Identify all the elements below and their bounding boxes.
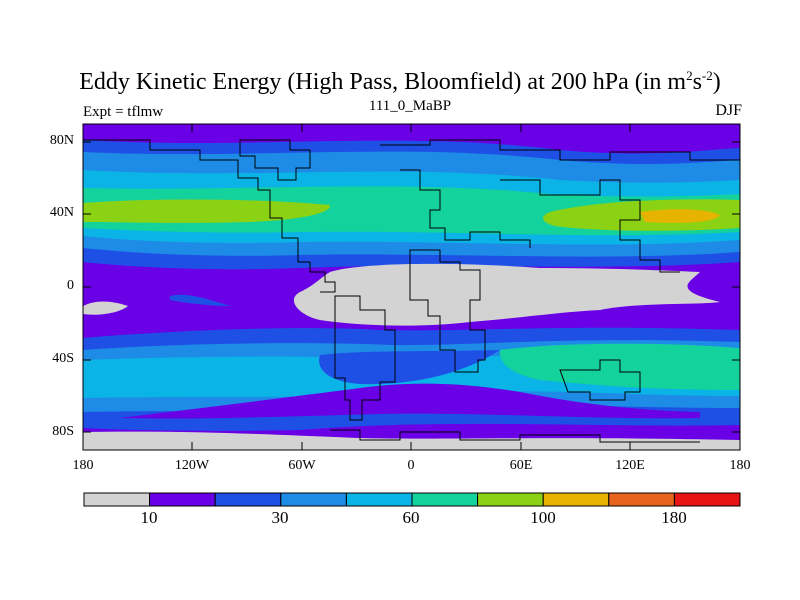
y-tick-label: 0 — [67, 278, 74, 293]
colorbar-label: 30 — [271, 508, 289, 527]
colorbar-label: 100 — [530, 508, 556, 527]
x-tick-label: 120W — [174, 458, 210, 473]
colorbar-swatch — [608, 492, 675, 507]
coastline-africa — [409, 249, 486, 373]
coastline-south-america — [334, 295, 396, 421]
colorbar-swatch — [149, 492, 216, 507]
contour-band-100 — [640, 209, 720, 223]
contour-low-tropical — [170, 294, 230, 306]
y-tick-label: 40S — [52, 351, 74, 366]
contour-field — [83, 124, 740, 450]
x-tick-label: 180 — [729, 458, 751, 473]
contour-south-gap — [120, 383, 700, 419]
coastline-europe-mediterranean — [400, 169, 531, 248]
colorbar-swatch — [673, 492, 741, 507]
coastline-greenland — [239, 139, 311, 181]
colorbar-swatch — [214, 492, 282, 507]
contour-low-equator — [293, 263, 720, 326]
coastline-antarctica — [330, 429, 700, 443]
colorbar-swatch — [477, 492, 544, 507]
colorbar-swatch — [280, 492, 347, 507]
coastline-north-america — [83, 139, 336, 293]
colorbar — [83, 492, 741, 507]
x-tick-label: 0 — [407, 458, 415, 473]
map-title: Eddy Kinetic Energy (High Pass, Bloomfie… — [79, 68, 721, 95]
contour-band-80-west — [83, 199, 331, 223]
x-tick-label: 60W — [288, 458, 316, 473]
y-tick-label: 80N — [49, 133, 74, 148]
x-tick-label: 120E — [615, 458, 645, 473]
colorbar-label: 60 — [402, 508, 420, 527]
colorbar-swatch — [411, 492, 479, 507]
colorbar-swatch — [345, 492, 413, 507]
y-tick-label: 40N — [49, 205, 74, 220]
experiment-label: Expt = tflmw — [83, 104, 164, 120]
contour-low-pacific — [83, 301, 128, 315]
coastline-europe-north — [380, 139, 740, 161]
colorbar-label: 10 — [140, 508, 158, 527]
colorbar-swatch — [83, 492, 151, 507]
season-label: DJF — [715, 102, 742, 119]
coastline-australia — [559, 359, 641, 401]
colorbar-swatch — [542, 492, 610, 507]
coastlines — [83, 139, 740, 443]
colorbar-label: 180 — [661, 508, 687, 527]
x-tick-label: 180 — [72, 458, 94, 473]
x-tick-label: 60E — [509, 458, 533, 473]
map-subtitle: 111_0_MaBP — [368, 98, 452, 114]
y-tick-label: 80S — [52, 424, 74, 439]
contour-band-80-east — [543, 199, 740, 231]
axis-ticks — [83, 124, 740, 450]
contour-polar-south — [83, 431, 740, 450]
coastline-asia — [500, 179, 680, 273]
